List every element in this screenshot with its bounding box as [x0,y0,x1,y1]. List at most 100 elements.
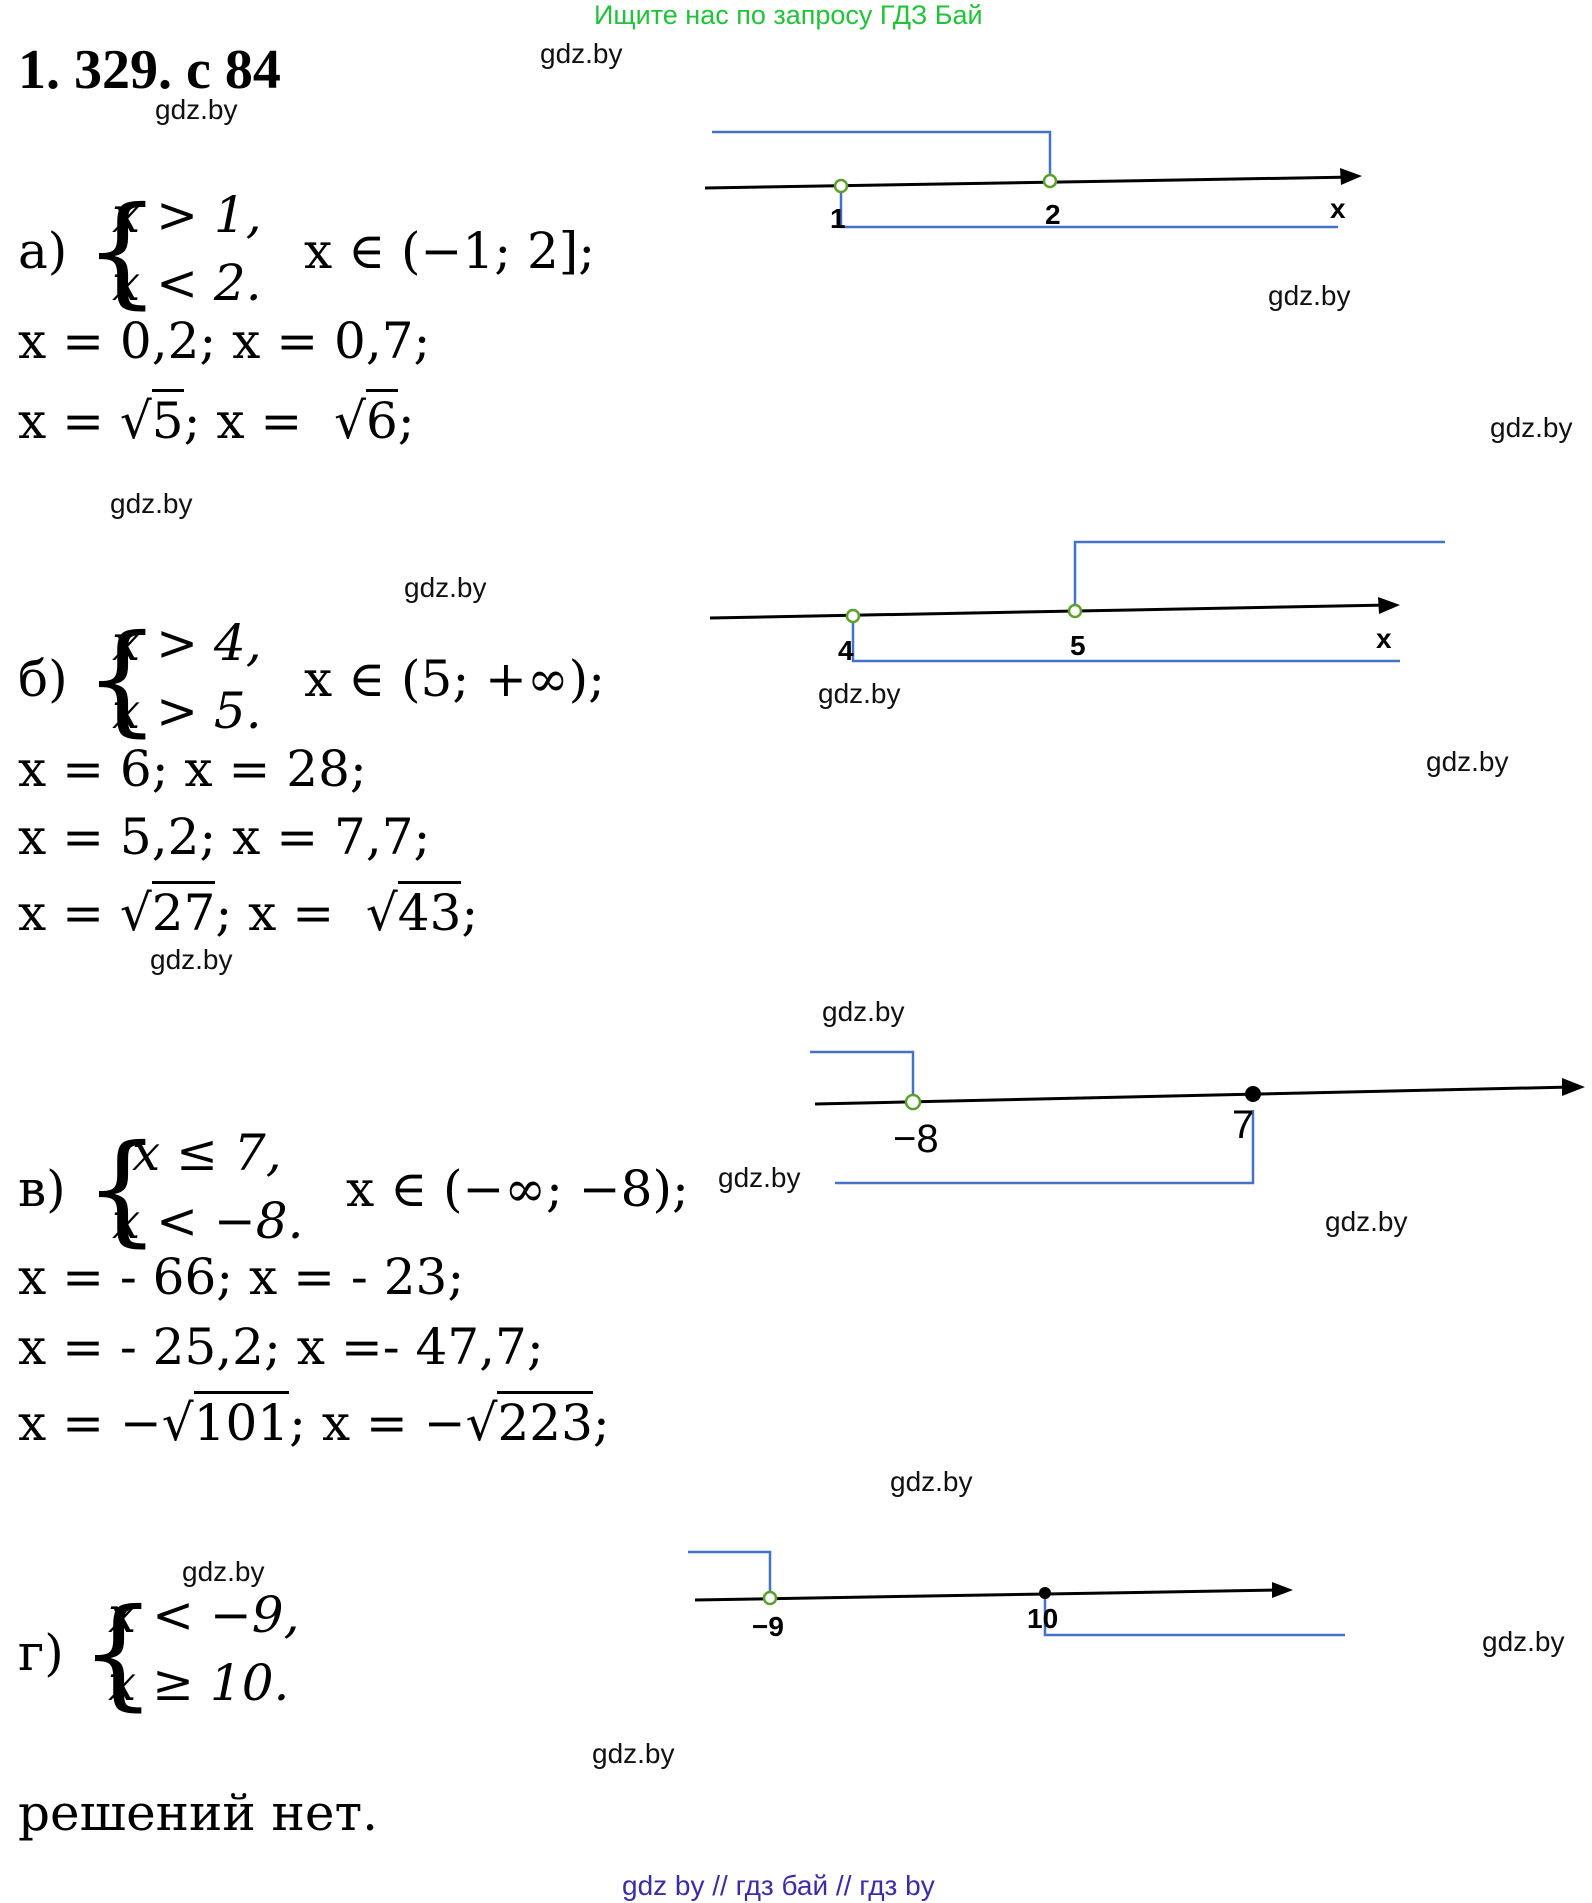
tick-label: 10 [1027,1603,1058,1634]
example-line: x = - 66; x = - 23; [18,1248,465,1306]
tick-label: 7 [1232,1103,1254,1147]
example-line-roots: x = −√101; x = −√223; [18,1391,610,1452]
axis-line [709,603,1391,620]
tick-label: 1 [830,203,846,234]
solution-bracket-lower [839,192,1338,229]
part-g-label: г) [18,1624,64,1682]
text-segment: ; [397,392,415,450]
watermark: gdz.by [540,38,623,69]
example-line: x = - 25,2; x =- 47,7; [18,1318,544,1376]
text-segment: ; x = [215,884,351,942]
tick-label: −8 [893,1117,939,1161]
axis-arrow [1378,597,1400,614]
system-line-2: x > 5. [112,682,262,740]
tick-label: 5 [1070,630,1086,661]
watermark: gdz.by [890,1466,973,1497]
tick-label: −9 [752,1611,784,1642]
system-line-2: x < −8. [112,1192,304,1250]
watermark: gdz.by [404,572,487,603]
axis-arrow [1340,168,1362,185]
example-line-roots: x = √5; x = √6; [18,389,415,450]
radicand: 5 [151,389,184,450]
answer-interval: x ∈ (−∞; −8); [346,1160,689,1218]
watermark: gdz.by [150,944,233,975]
watermark: gdz.by [1490,412,1573,443]
watermark: gdz.by [718,1162,801,1193]
radicand: 6 [365,389,398,450]
number-line-g: −9 10 [688,1550,1345,1642]
watermark: gdz.by [182,1556,265,1587]
watermark: gdz.by [1482,1626,1565,1657]
axis-line [814,1085,1573,1106]
axis-variable: x [1330,193,1346,224]
system-line-1: x < −9, [108,1586,300,1644]
axis-arrow [1272,1582,1293,1598]
solution-bracket-upper [712,130,1052,180]
open-point [845,608,861,624]
open-point [833,178,849,194]
part-a-label: а) [18,222,68,280]
solution-bracket-upper [1073,540,1445,605]
part-v-label: в) [18,1160,66,1218]
sqrt-sign: √ [334,392,366,450]
solution-bracket-right [1043,1596,1345,1637]
open-point [904,1093,922,1111]
system-line-1: x > 4, [112,614,262,672]
system-brace: { [84,1120,161,1259]
tick-label: 2 [1045,199,1061,230]
watermark: gdz.by [592,1738,675,1769]
radicand: 223 [497,1391,593,1452]
axis-line [704,175,1356,190]
number-line-b: 4 5 x [709,540,1445,666]
solution-bracket-lower [835,1110,1255,1185]
system-line-2: x ≥ 10. [108,1654,290,1712]
axis-line [694,1588,1281,1602]
system-brace: { [84,182,161,321]
axis-arrow [1562,1078,1585,1096]
top-search-link[interactable]: Ищите нас по запросу ГДЗ Бай [594,0,983,30]
answer-text: решений нет. [18,1784,379,1842]
system-brace: { [84,610,161,749]
system-brace: { [80,1584,157,1723]
text-segment: ; [592,1394,610,1452]
text-segment: ; [461,884,479,942]
sqrt-sign: √ [119,392,152,450]
text-segment: x = − [18,1394,162,1452]
sqrt-sign: √ [161,1394,194,1452]
solution-bracket-upper [810,1050,915,1097]
example-line: x = 0,2; x = 0,7; [18,312,431,370]
watermark: gdz.by [1426,746,1509,777]
footer-links[interactable]: gdz by // гдз бай // гдз by [622,1870,935,1901]
text-segment: ; x = − [289,1394,466,1452]
answer-interval: x ∈ (5; +∞); [304,650,605,708]
sqrt-sign: √ [119,884,152,942]
part-b-label: б) [18,650,68,708]
answer-interval: x ∈ (−1; 2]; [304,222,596,280]
radicand: 101 [193,1391,290,1452]
watermark: gdz.by [822,996,905,1027]
example-line-roots: x = √27; x = √43; [18,881,479,942]
example-line: x = 5,2; x = 7,7; [18,808,431,866]
open-point [762,1590,778,1606]
text-segment: x = [18,392,120,450]
open-point [1067,603,1083,619]
tick-label: 4 [838,635,854,666]
radicand: 27 [151,881,216,942]
number-line-a: 1 2 x [704,130,1362,234]
closed-point [1245,1086,1261,1102]
closed-point [1039,1587,1051,1599]
number-line-v: −8 7 [810,1050,1585,1185]
solution-bracket-lower [851,622,1400,663]
open-point [1042,173,1058,189]
radicand: 43 [397,881,462,942]
system-line-1: x > 1, [112,186,262,244]
watermark: gdz.by [110,488,193,519]
sqrt-sign: √ [365,884,398,942]
watermark: gdz.by [155,94,238,125]
page-title: 1. 329. с 84 [18,39,281,101]
system-line-1: x ≤ 7, [132,1124,282,1182]
axis-variable: x [1376,623,1392,654]
system-line-2: x < 2. [112,254,262,312]
solution-bracket-left [688,1550,772,1594]
text-segment: x = [18,884,120,942]
